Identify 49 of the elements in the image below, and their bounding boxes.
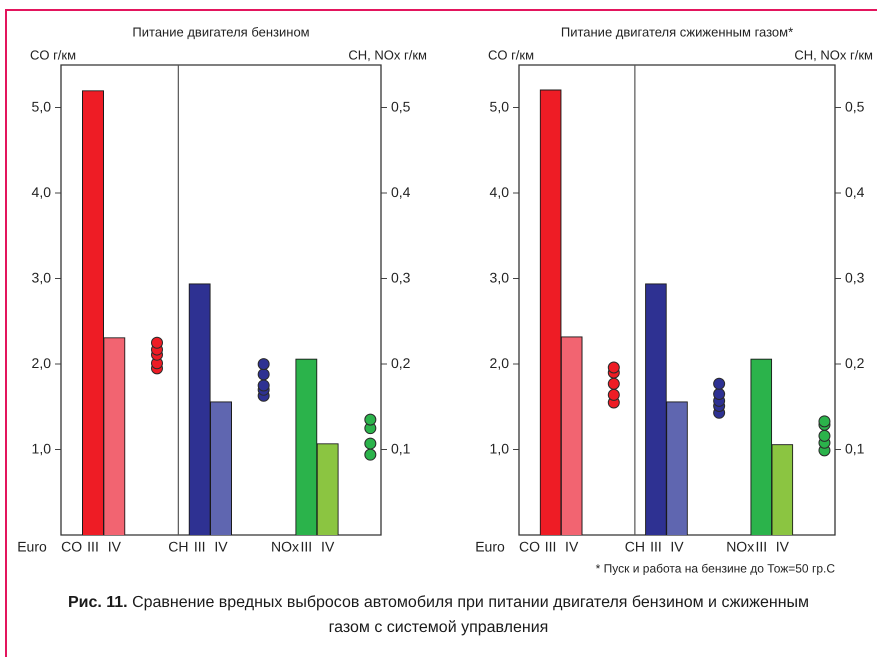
y-tick-label: 2,0 <box>490 354 510 371</box>
y-tick-label: 4,0 <box>490 184 510 200</box>
y-tick-label: 3,0 <box>32 269 52 286</box>
y2-axis-title: CH, NOx г/км <box>794 48 874 63</box>
x-tick-label: CO <box>61 538 82 554</box>
text: Рис. 11. <box>68 594 129 611</box>
y2-tick-label: 0,3 <box>845 269 865 286</box>
x-tick-label: IV <box>321 538 335 554</box>
x-tick-label: CH <box>624 538 645 554</box>
x-axis-title: Euro <box>17 538 47 554</box>
x-tick-label: NOx <box>271 538 299 554</box>
x-tick-label: CO <box>519 538 540 554</box>
x-tick-label: III <box>650 538 662 554</box>
chart-title: Питание двигателя бензином <box>132 24 310 40</box>
y-tick-label: 2,0 <box>32 354 52 371</box>
y-tick-label: 4,0 <box>32 184 52 200</box>
y2-axis-title: CH, NOx г/км <box>348 48 428 63</box>
y2-tick-label: 0,3 <box>391 269 411 286</box>
y2-tick-label: 0,4 <box>391 184 411 200</box>
y-axis-title: CO г/км <box>488 48 534 63</box>
x-tick-label: IV <box>670 538 684 554</box>
x-tick-label: IV <box>776 538 790 554</box>
y-tick-label: 3,0 <box>490 269 510 286</box>
chart-title: Питание двигателя сжиженным газом* <box>560 24 794 40</box>
x-axis-title: Euro <box>475 538 505 554</box>
y2-tick-label: 0,1 <box>391 440 411 456</box>
y2-tick-label: 0,5 <box>845 98 865 115</box>
text: Сравнение вредных выбросов автомобиля при питании двигателя бензином и сжиженным газом с системой управления <box>132 594 810 636</box>
y2-tick-label: 0,5 <box>391 98 411 115</box>
y-axis-title: CO г/км <box>30 48 76 63</box>
y-tick-label: 1,0 <box>32 440 52 456</box>
y-tick-label: 1,0 <box>490 440 510 456</box>
x-tick-label: IV <box>565 538 579 554</box>
y2-tick-label: 0,4 <box>845 184 865 200</box>
x-tick-label: III <box>87 538 99 554</box>
y2-tick-label: 0,2 <box>391 354 411 371</box>
x-tick-label: IV <box>108 538 122 554</box>
x-tick-label: III <box>755 538 768 554</box>
x-tick-label: CH <box>168 538 188 554</box>
x-tick-label: III <box>544 538 556 554</box>
x-tick-label: NOx <box>726 538 754 554</box>
text: * Пуск и работа на бензине до Тож=50 гр.С <box>596 561 836 576</box>
y-tick-label: 5,0 <box>490 98 510 115</box>
x-tick-label: III <box>300 538 312 554</box>
x-tick-label: IV <box>214 538 228 554</box>
y2-tick-label: 0,2 <box>845 354 865 371</box>
x-tick-label: III <box>194 538 206 554</box>
y-tick-label: 5,0 <box>32 98 52 115</box>
y2-tick-label: 0,1 <box>845 440 865 456</box>
